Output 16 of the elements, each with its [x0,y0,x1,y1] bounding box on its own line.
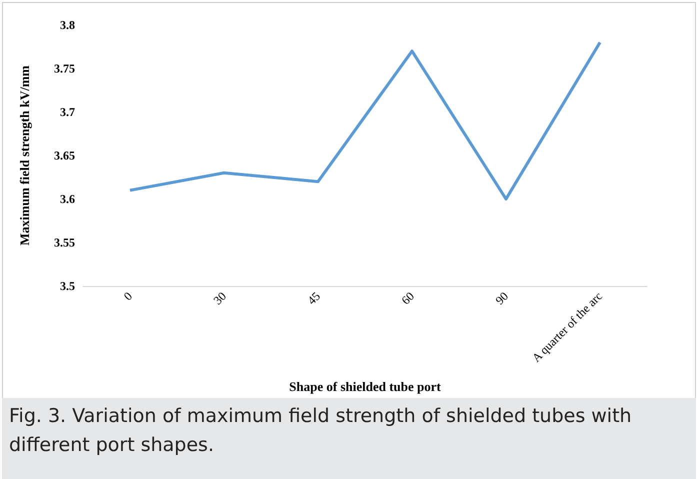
y-tick-label: 3.7 [60,105,75,119]
y-tick-label: 3.75 [54,62,75,76]
x-axis-title: Shape of shielded tube port [289,379,442,394]
y-tick-label: 3.65 [54,148,75,162]
x-tick-label: 0 [120,289,135,304]
x-tick-label: 30 [210,289,229,308]
line-series [128,40,602,200]
y-tick-label: 3.8 [60,18,75,32]
x-tick-label: 60 [398,289,417,308]
y-tick-label: 3.5 [60,279,75,293]
x-tick-label: 45 [304,289,323,308]
caption: Fig. 3. Variation of maximum field strength of shielded tubes with different port shapes. [2,398,696,479]
x-tick-label: 90 [492,289,511,308]
y-tick-label: 3.6 [60,192,75,206]
y-tick-label: 3.55 [54,236,75,250]
y-axis-title: Maximum field strength kV/mm [17,65,32,246]
